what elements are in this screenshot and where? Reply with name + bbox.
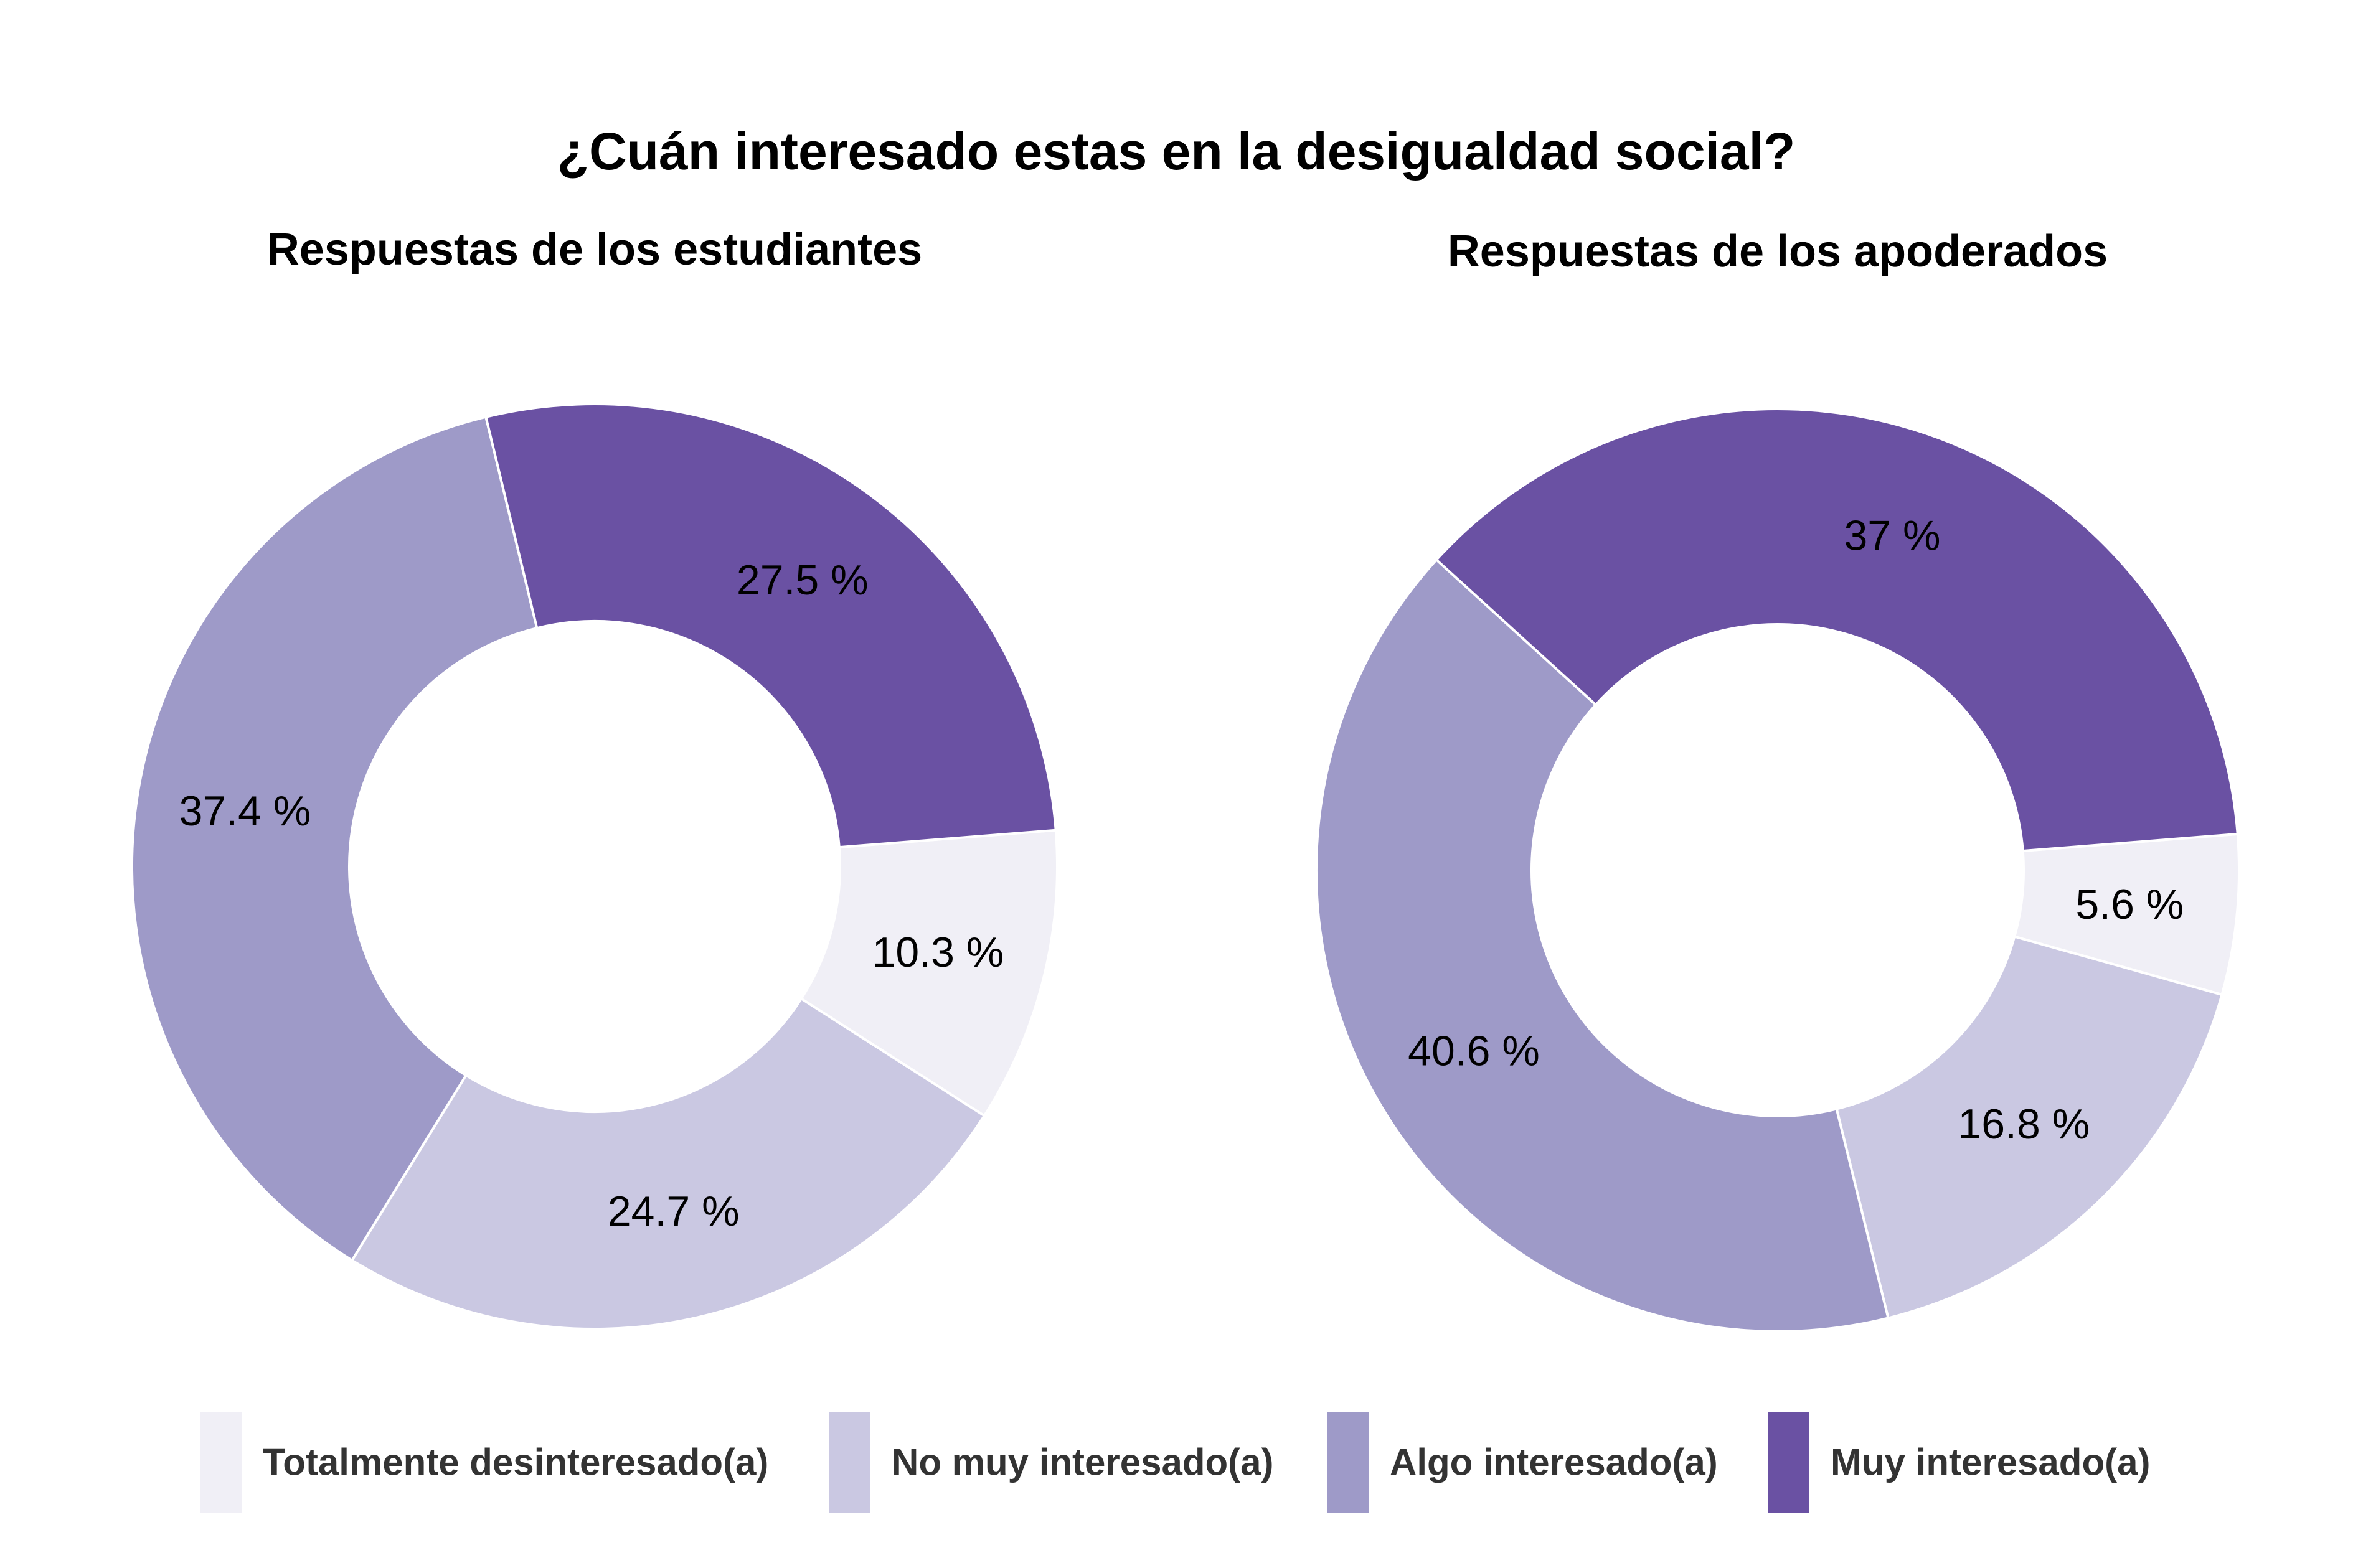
legend-key-algo-interesadoa: [1327, 1412, 1369, 1513]
legend-label-algo-interesadoa: Algo interesado(a): [1390, 1442, 1718, 1483]
legend-key-muy-interesadoa: [1768, 1412, 1809, 1513]
slice-label-muy-interesadoa: 27.5 %: [737, 556, 869, 604]
slice-label-totalmente-desinteresadoa: 5.6 %: [2075, 881, 2184, 928]
slice-no-muy-interesadoa: [350, 997, 986, 1330]
legend-label-totalmente-desinteresadoa: Totalmente desinteresado(a): [263, 1442, 768, 1483]
subtitle-estudiantes: Respuestas de los estudiantes: [267, 225, 922, 275]
slice-no-muy-interesadoa: [1835, 935, 2223, 1320]
slice-totalmente-desinteresadoa: [799, 829, 1059, 1118]
legend-key-totalmente-desinteresadoa: [200, 1412, 242, 1513]
donut-apoderados: 5.6 % 16.8 % 40.6 % 37 %: [1315, 408, 2240, 1333]
legend: Totalmente desinteresado(a) No muy intere…: [200, 1412, 2150, 1513]
slice-label-no-muy-interesadoa: 24.7 %: [608, 1188, 740, 1235]
legend-label-muy-interesadoa: Muy interesado(a): [1831, 1442, 2150, 1483]
slice-label-algo-interesadoa: 37.4 %: [179, 787, 311, 835]
donut-estudiantes: 10.3 % 24.7 % 37.4 % 27.5 %: [131, 403, 1059, 1330]
subtitle-apoderados: Respuestas de los apoderados: [1448, 227, 2108, 276]
chart-title: ¿Cuán interesado estas en la desigualdad…: [557, 122, 1796, 181]
slice-muy-interesadoa: [484, 403, 1057, 849]
slice-label-muy-interesadoa: 37 %: [1844, 512, 1940, 560]
slice-label-no-muy-interesadoa: 16.8 %: [1958, 1101, 2090, 1148]
legend-key-no-muy-interesadoa: [829, 1412, 870, 1513]
slice-muy-interesadoa: [1435, 408, 2239, 853]
legend-label-no-muy-interesadoa: No muy interesado(a): [892, 1442, 1273, 1483]
slice-algo-interesadoa: [131, 415, 539, 1262]
slice-algo-interesadoa: [1315, 558, 1890, 1333]
slice-label-algo-interesadoa: 40.6 %: [1408, 1028, 1540, 1075]
slice-label-totalmente-desinteresadoa: 10.3 %: [872, 929, 1004, 976]
